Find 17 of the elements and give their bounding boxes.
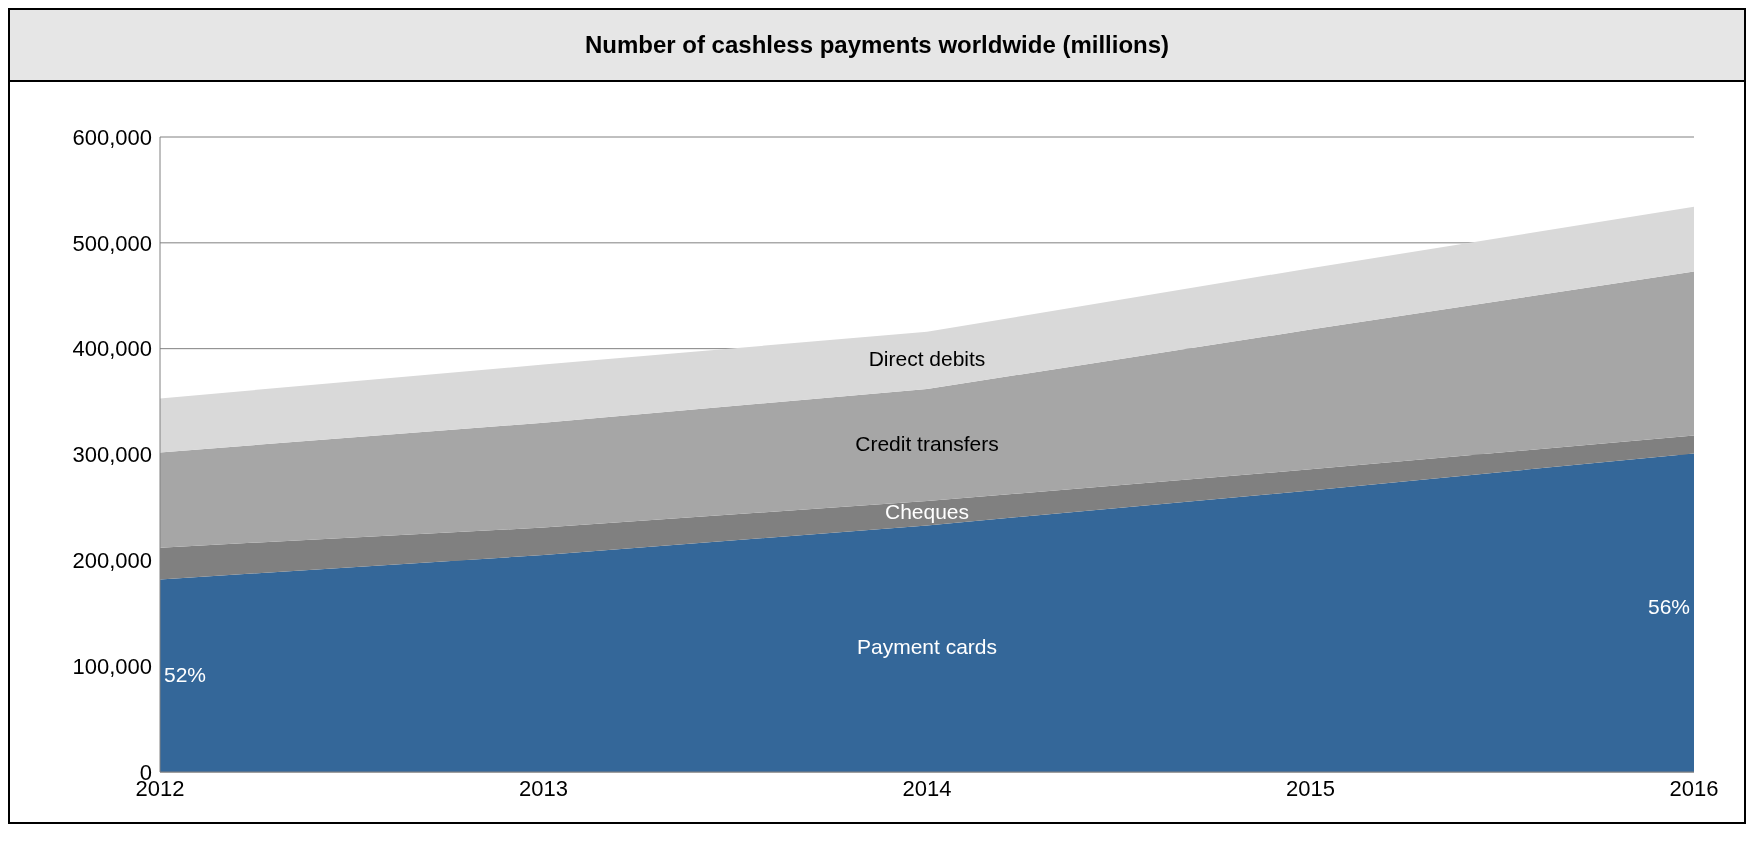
x-tick-label: 2014 xyxy=(902,775,952,801)
y-tick-label: 500,000 xyxy=(72,230,152,256)
series-label: Credit transfers xyxy=(855,431,999,455)
x-tick-label: 2016 xyxy=(1669,775,1719,801)
y-tick-label: 100,000 xyxy=(72,653,152,679)
y-tick-label: 200,000 xyxy=(72,548,152,574)
y-tick-label: 300,000 xyxy=(72,442,152,468)
series-label: Cheques xyxy=(884,499,970,523)
y-tick-label: 600,000 xyxy=(72,124,152,150)
y-tick-label: 400,000 xyxy=(72,336,152,362)
chart-title: Number of cashless payments worldwide (millions) xyxy=(10,10,1744,82)
x-tick-label: 2013 xyxy=(519,775,568,801)
series-label: Direct debits xyxy=(868,346,986,370)
annotation: 52% xyxy=(164,663,207,687)
annotation: 56% xyxy=(1647,594,1690,618)
series-label: Payment cards xyxy=(856,635,998,659)
x-tick-label: 2015 xyxy=(1286,775,1335,801)
